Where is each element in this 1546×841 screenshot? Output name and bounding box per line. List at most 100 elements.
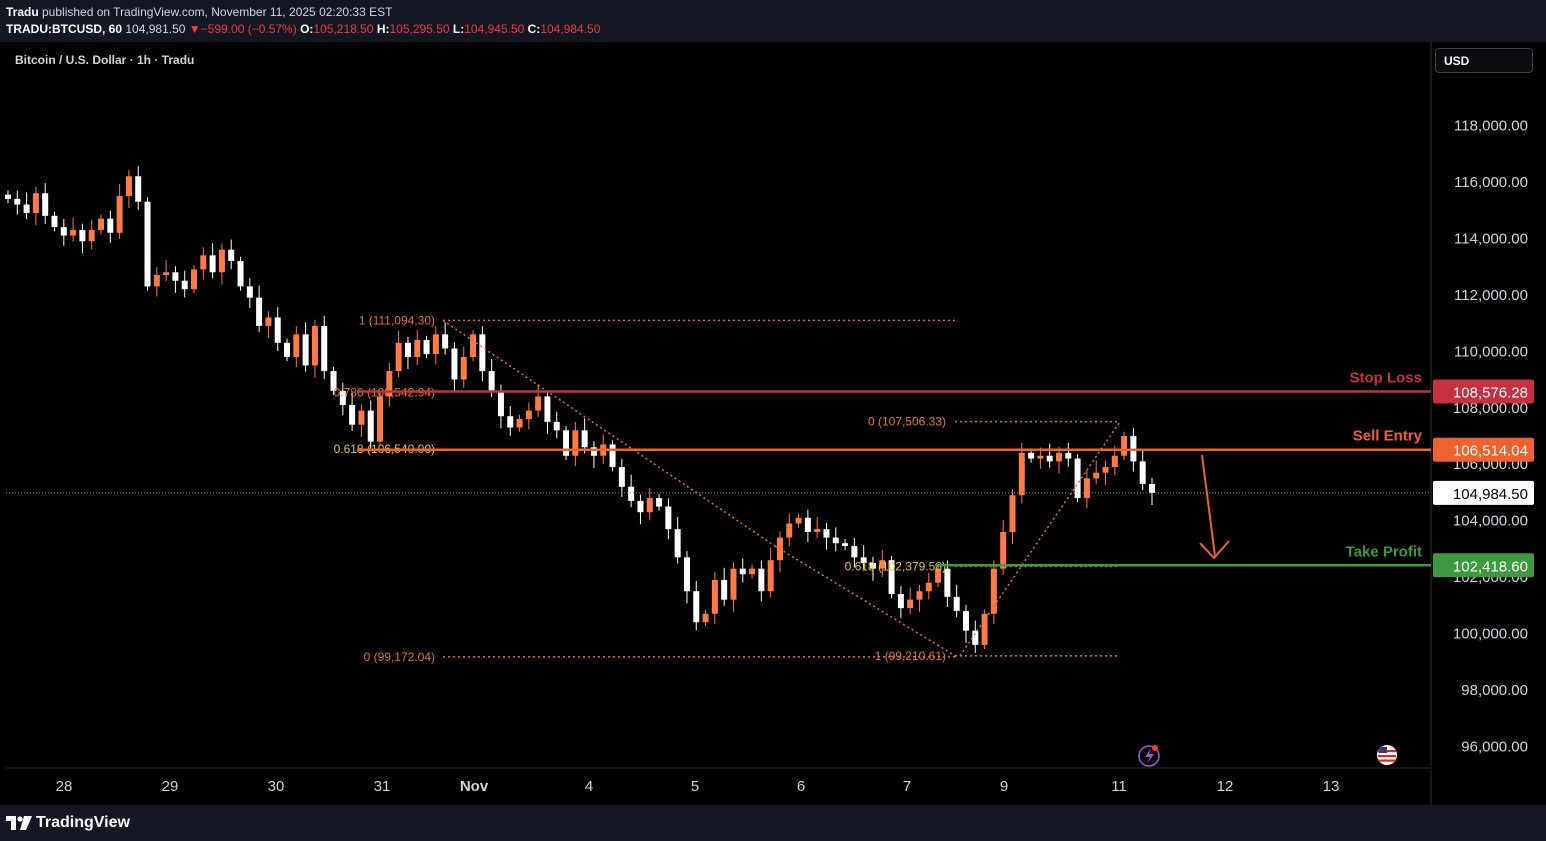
current-price-badge[interactable] [1433, 480, 1534, 505]
candle-body [1009, 495, 1016, 532]
candle-body [144, 201, 151, 287]
fib-level-label: 1 (111,094.30) [359, 313, 435, 327]
author-name[interactable]: Tradu [6, 5, 39, 19]
candle-body [60, 227, 67, 236]
fib-level-label: 1 (99,210.61) [875, 649, 946, 663]
time-tick-label: 5 [691, 778, 699, 795]
stop-loss-price-badge[interactable] [1433, 379, 1534, 404]
low-value: 104,945.50 [464, 22, 525, 36]
fib-trend-line[interactable] [959, 421, 1121, 657]
candle-body [153, 275, 160, 287]
chart-legend[interactable]: Bitcoin / U.S. Dollar · 1h · Tradu [15, 53, 195, 67]
candle-body [293, 334, 300, 357]
low-label: L: [452, 22, 465, 36]
chart-area[interactable] [6, 42, 1546, 805]
candle-body [237, 260, 244, 287]
sell-entry-price-label: 106,514.04 [1453, 443, 1528, 460]
candle-body [553, 421, 560, 431]
candle-body [107, 218, 114, 233]
candle-body [256, 297, 263, 326]
candle-body [497, 390, 504, 417]
currency-selector[interactable]: USD [1435, 48, 1533, 73]
candle-body [590, 447, 597, 456]
candle-body [246, 286, 253, 298]
price-tick-label: 96,000.00 [1461, 738, 1528, 755]
candle-body [488, 371, 495, 391]
stop-loss-price-label: 108,576.28 [1453, 384, 1528, 401]
candle-body [1018, 452, 1025, 496]
levels-layer[interactable]: 104,984.50 Stop Loss 108,576.28 Sell Entry 1… [6, 369, 1534, 578]
candle-body [1139, 461, 1146, 484]
candle-body [470, 334, 477, 357]
tradingview-logo[interactable]: TradingView [6, 814, 130, 832]
candle-body [1046, 455, 1053, 462]
current-price-label: 104,984.50 [1453, 486, 1528, 503]
candle-body [758, 568, 765, 592]
candle-body [1065, 452, 1072, 459]
candle-body [377, 396, 384, 442]
fib-trend-line[interactable] [442, 319, 776, 547]
candle-body [135, 176, 142, 202]
candle-body [935, 568, 942, 583]
publish-header: Tradu published on TradingView.com, Nove… [0, 0, 1546, 42]
candle-body [702, 613, 709, 623]
time-tick-label: 6 [797, 778, 805, 795]
candle-body [804, 517, 811, 532]
candle-body [563, 430, 570, 456]
candles-layer [5, 166, 1155, 654]
candle-body [1149, 483, 1155, 493]
candle-body [516, 419, 523, 428]
candle-body [572, 430, 579, 456]
lightning-icon[interactable] [1138, 745, 1160, 767]
candle-body [693, 591, 700, 623]
fib-trend-line[interactable] [774, 545, 958, 658]
candle-body [609, 444, 616, 468]
candle-body [618, 467, 625, 487]
candle-body [683, 557, 690, 592]
candle-body [637, 500, 644, 513]
candle-body [265, 317, 272, 326]
candle-body [395, 342, 402, 372]
candle-body [163, 272, 170, 276]
price-tick-label: 104,000.00 [1453, 513, 1528, 530]
price-change: −599.00 (−0.57%) [200, 22, 297, 36]
take-profit-price-badge[interactable] [1433, 553, 1534, 578]
candle-body [70, 229, 77, 236]
candle-body [990, 568, 997, 614]
candle-body [274, 317, 281, 343]
ohlc-line: TRADU:BTCUSD, 60 104,981.50 ▼−599.00 (−0… [6, 22, 600, 36]
candle-body [674, 529, 681, 558]
candle-body [535, 396, 542, 411]
price-tick-label: 114,000.00 [1454, 230, 1528, 247]
candle-body [869, 562, 876, 569]
candle-body [14, 198, 21, 205]
candle-body [1083, 478, 1090, 499]
time-tick-label: 30 [268, 778, 285, 795]
candle-body [200, 255, 207, 270]
candle-body [944, 568, 951, 597]
candle-body [442, 334, 449, 349]
time-axis[interactable]: 28 29 30 31 Nov 4 5 6 7 9 11 12 13 [56, 778, 1340, 795]
price-axis[interactable]: 118,000.00 116,000.00 114,000.00 112,000.00… [1453, 118, 1528, 756]
candle-body [339, 390, 346, 405]
candle-body [842, 543, 849, 547]
candle-body [832, 537, 839, 544]
sell-entry-price-badge[interactable] [1433, 437, 1534, 462]
candle-body [1093, 472, 1100, 479]
time-tick-label: 13 [1323, 778, 1340, 795]
time-tick-label: 31 [374, 778, 391, 795]
candle-body [656, 498, 663, 507]
footer-bar [0, 805, 1546, 841]
candle-body [507, 416, 514, 428]
time-tick-label: 29 [162, 778, 179, 795]
high-label: H: [376, 22, 390, 36]
candle-body [321, 325, 328, 372]
candle-body [860, 557, 867, 563]
time-tick-label: 9 [1000, 778, 1008, 795]
close-value: 104,984.50 [540, 22, 601, 36]
us-flag-icon[interactable] [1377, 745, 1397, 765]
candle-body [972, 630, 979, 645]
open-label: O: [300, 22, 314, 36]
candle-body [79, 229, 86, 242]
